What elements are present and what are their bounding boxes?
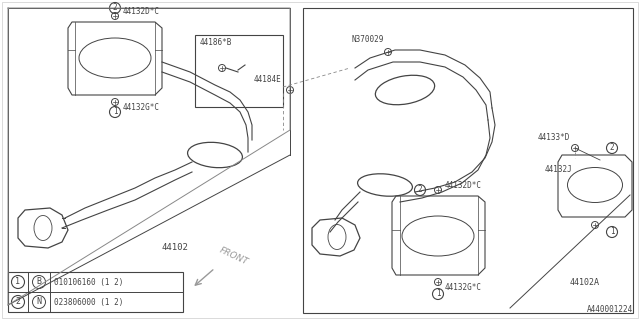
Text: 44132G*C: 44132G*C xyxy=(123,103,160,113)
Text: 1: 1 xyxy=(610,228,614,236)
Text: 1: 1 xyxy=(436,290,440,299)
Text: FRONT: FRONT xyxy=(218,246,250,267)
Text: 023806000 (1 2): 023806000 (1 2) xyxy=(54,298,124,307)
Text: 2: 2 xyxy=(418,186,422,195)
Text: 010106160 (1 2): 010106160 (1 2) xyxy=(54,277,124,286)
Text: B: B xyxy=(36,277,42,286)
Text: 44186*B: 44186*B xyxy=(200,38,232,47)
Text: 2: 2 xyxy=(113,4,117,12)
Text: 2: 2 xyxy=(610,143,614,153)
Bar xyxy=(195,35,283,107)
Text: 44102: 44102 xyxy=(161,243,188,252)
Bar xyxy=(8,272,183,312)
Text: N370029: N370029 xyxy=(352,35,384,44)
Text: 44132J: 44132J xyxy=(545,165,573,174)
Text: 2: 2 xyxy=(15,298,20,307)
Bar xyxy=(303,8,633,313)
Text: 1: 1 xyxy=(113,108,117,116)
Text: N: N xyxy=(36,298,42,307)
Text: 44132G*C: 44132G*C xyxy=(445,284,482,292)
Text: 1: 1 xyxy=(15,277,20,286)
Text: 44133*D: 44133*D xyxy=(538,133,570,142)
Text: 44184E: 44184E xyxy=(254,75,282,84)
Text: 44132D*C: 44132D*C xyxy=(123,7,160,17)
Text: 44132D*C: 44132D*C xyxy=(445,180,482,189)
Text: A440001224: A440001224 xyxy=(587,305,633,314)
Text: 44102A: 44102A xyxy=(570,278,600,287)
